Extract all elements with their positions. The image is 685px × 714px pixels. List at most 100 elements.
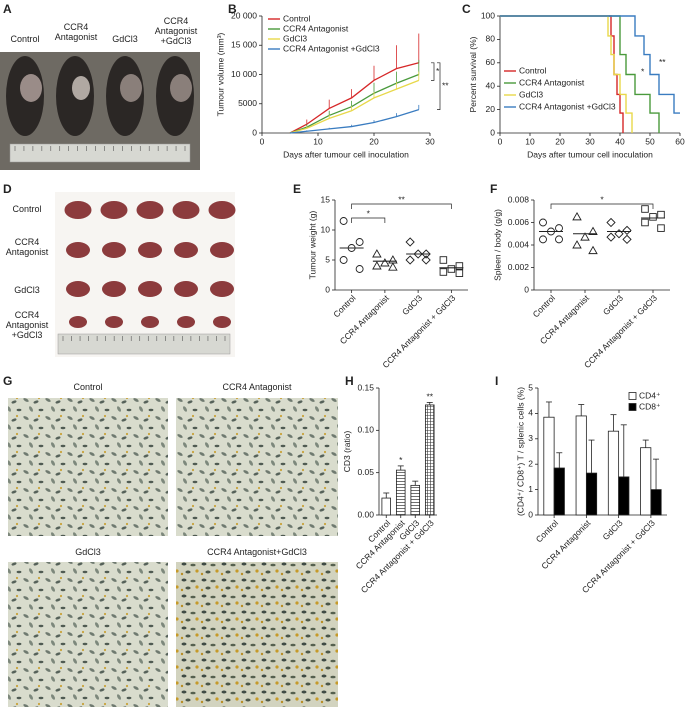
data-point [439, 268, 448, 276]
y-tick-label: 100 [481, 10, 495, 20]
data-point [588, 226, 598, 235]
y-tick-label: 0.004 [508, 239, 530, 249]
data-point [572, 211, 582, 221]
data-point [641, 205, 649, 213]
bar [553, 467, 565, 516]
photo-label: Control [12, 204, 42, 214]
y-tick-label: 5000 [238, 98, 257, 108]
legend-label: CCR4 Antagonist +GdCl3 [283, 43, 380, 53]
survival-curve [500, 15, 660, 133]
y-tick-label: 0 [325, 284, 330, 294]
photo-label: CCR4 Antagonist [5, 237, 49, 257]
data-point [455, 269, 464, 277]
significance-bracket [431, 62, 435, 81]
data-point [649, 213, 657, 221]
ihc-image [8, 562, 168, 707]
tumour [177, 316, 195, 328]
significance-label: ** [426, 392, 433, 402]
data-point [539, 218, 547, 227]
data-point [455, 262, 464, 270]
photo-label: Control [10, 34, 40, 44]
bar [381, 497, 391, 516]
x-tick-label: Control [331, 293, 358, 320]
x-tick-label: Control [534, 518, 561, 545]
legend-label: GdCl3 [519, 89, 543, 99]
y-tick-label: 2 [528, 458, 533, 468]
data-point [421, 255, 431, 265]
y-tick-label: 0.10 [357, 425, 374, 435]
bar [410, 484, 420, 516]
photo-label: GdCl3 [112, 34, 138, 44]
legend-label: CD8⁺ [639, 401, 661, 411]
significance-bracket [437, 62, 441, 110]
y-tick-label: 4 [528, 408, 533, 418]
photo-label: CCR4 Antagonist [54, 22, 98, 42]
significance-label: ** [659, 57, 666, 67]
ihc-image [176, 562, 338, 707]
bar [640, 447, 652, 516]
data-point [641, 218, 649, 227]
bar [607, 430, 620, 516]
significance-label: * [600, 194, 604, 204]
bar [395, 469, 406, 516]
tumour [174, 242, 198, 258]
panel-letter: B [228, 2, 237, 16]
panel-letter: D [3, 182, 12, 196]
y-axis-label: Tumour weight (g) [308, 211, 318, 280]
legend-label: Control [283, 13, 311, 23]
data-point [380, 258, 390, 267]
y-tick-label: 0 [528, 509, 533, 519]
x-tick-label: 30 [585, 136, 595, 146]
panel-letter: I [495, 374, 498, 388]
series-line [289, 79, 420, 134]
tumour [69, 316, 87, 328]
tumour [170, 74, 192, 102]
y-tick-label: 3 [528, 433, 533, 443]
bar [618, 476, 630, 516]
data-point [657, 224, 665, 232]
tumour [102, 242, 126, 258]
y-tick-label: 0.006 [508, 217, 530, 227]
tumour [66, 242, 90, 258]
data-point [388, 262, 398, 271]
tumour [72, 76, 90, 100]
legend-label: Control [519, 65, 547, 75]
y-tick-label: 10 000 [231, 69, 257, 79]
y-axis-label: Spleen / body (g/g) [492, 209, 502, 281]
legend-label: GdCl3 [283, 33, 307, 43]
data-point [405, 237, 415, 247]
panel-letter: F [490, 182, 497, 196]
panel-letter: G [3, 374, 12, 388]
y-tick-label: 0 [524, 284, 529, 294]
y-tick-label: 5 [325, 254, 330, 264]
photo-label: CCR4 Antagonist+GdCl3 [207, 547, 307, 557]
tumour [172, 201, 200, 219]
y-tick-label: 20 [486, 104, 496, 114]
y-tick-label: 20 000 [231, 10, 257, 20]
data-point [614, 229, 624, 239]
significance-label: * [399, 455, 403, 465]
significance-bracket [351, 217, 386, 223]
ihc-image [176, 398, 338, 536]
data-point [539, 235, 547, 244]
bar [575, 415, 587, 516]
data-point [413, 249, 423, 259]
data-point [388, 255, 398, 264]
y-tick-label: 0.002 [508, 262, 530, 272]
y-axis-label: Percent survival (%) [468, 36, 478, 112]
x-tick-label: 10 [525, 136, 535, 146]
panel-letter: H [345, 374, 354, 388]
x-tick-label: GdCl3 [601, 293, 625, 317]
tumour [120, 74, 142, 102]
y-tick-label: 0 [490, 127, 495, 137]
bar [424, 404, 435, 516]
legend-label: CD4⁺ [639, 390, 661, 400]
y-tick-label: 15 [321, 194, 331, 204]
x-tick-label: 30 [425, 136, 435, 146]
data-point [372, 249, 382, 258]
y-axis-label: (CD4⁺/ CD8⁺) T / splenic cells (%) [515, 387, 525, 516]
y-tick-label: 60 [486, 57, 496, 67]
data-point [622, 225, 632, 236]
x-axis-label: Days after tumour cell inoculation [283, 149, 409, 159]
y-tick-label: 0.15 [357, 382, 374, 392]
